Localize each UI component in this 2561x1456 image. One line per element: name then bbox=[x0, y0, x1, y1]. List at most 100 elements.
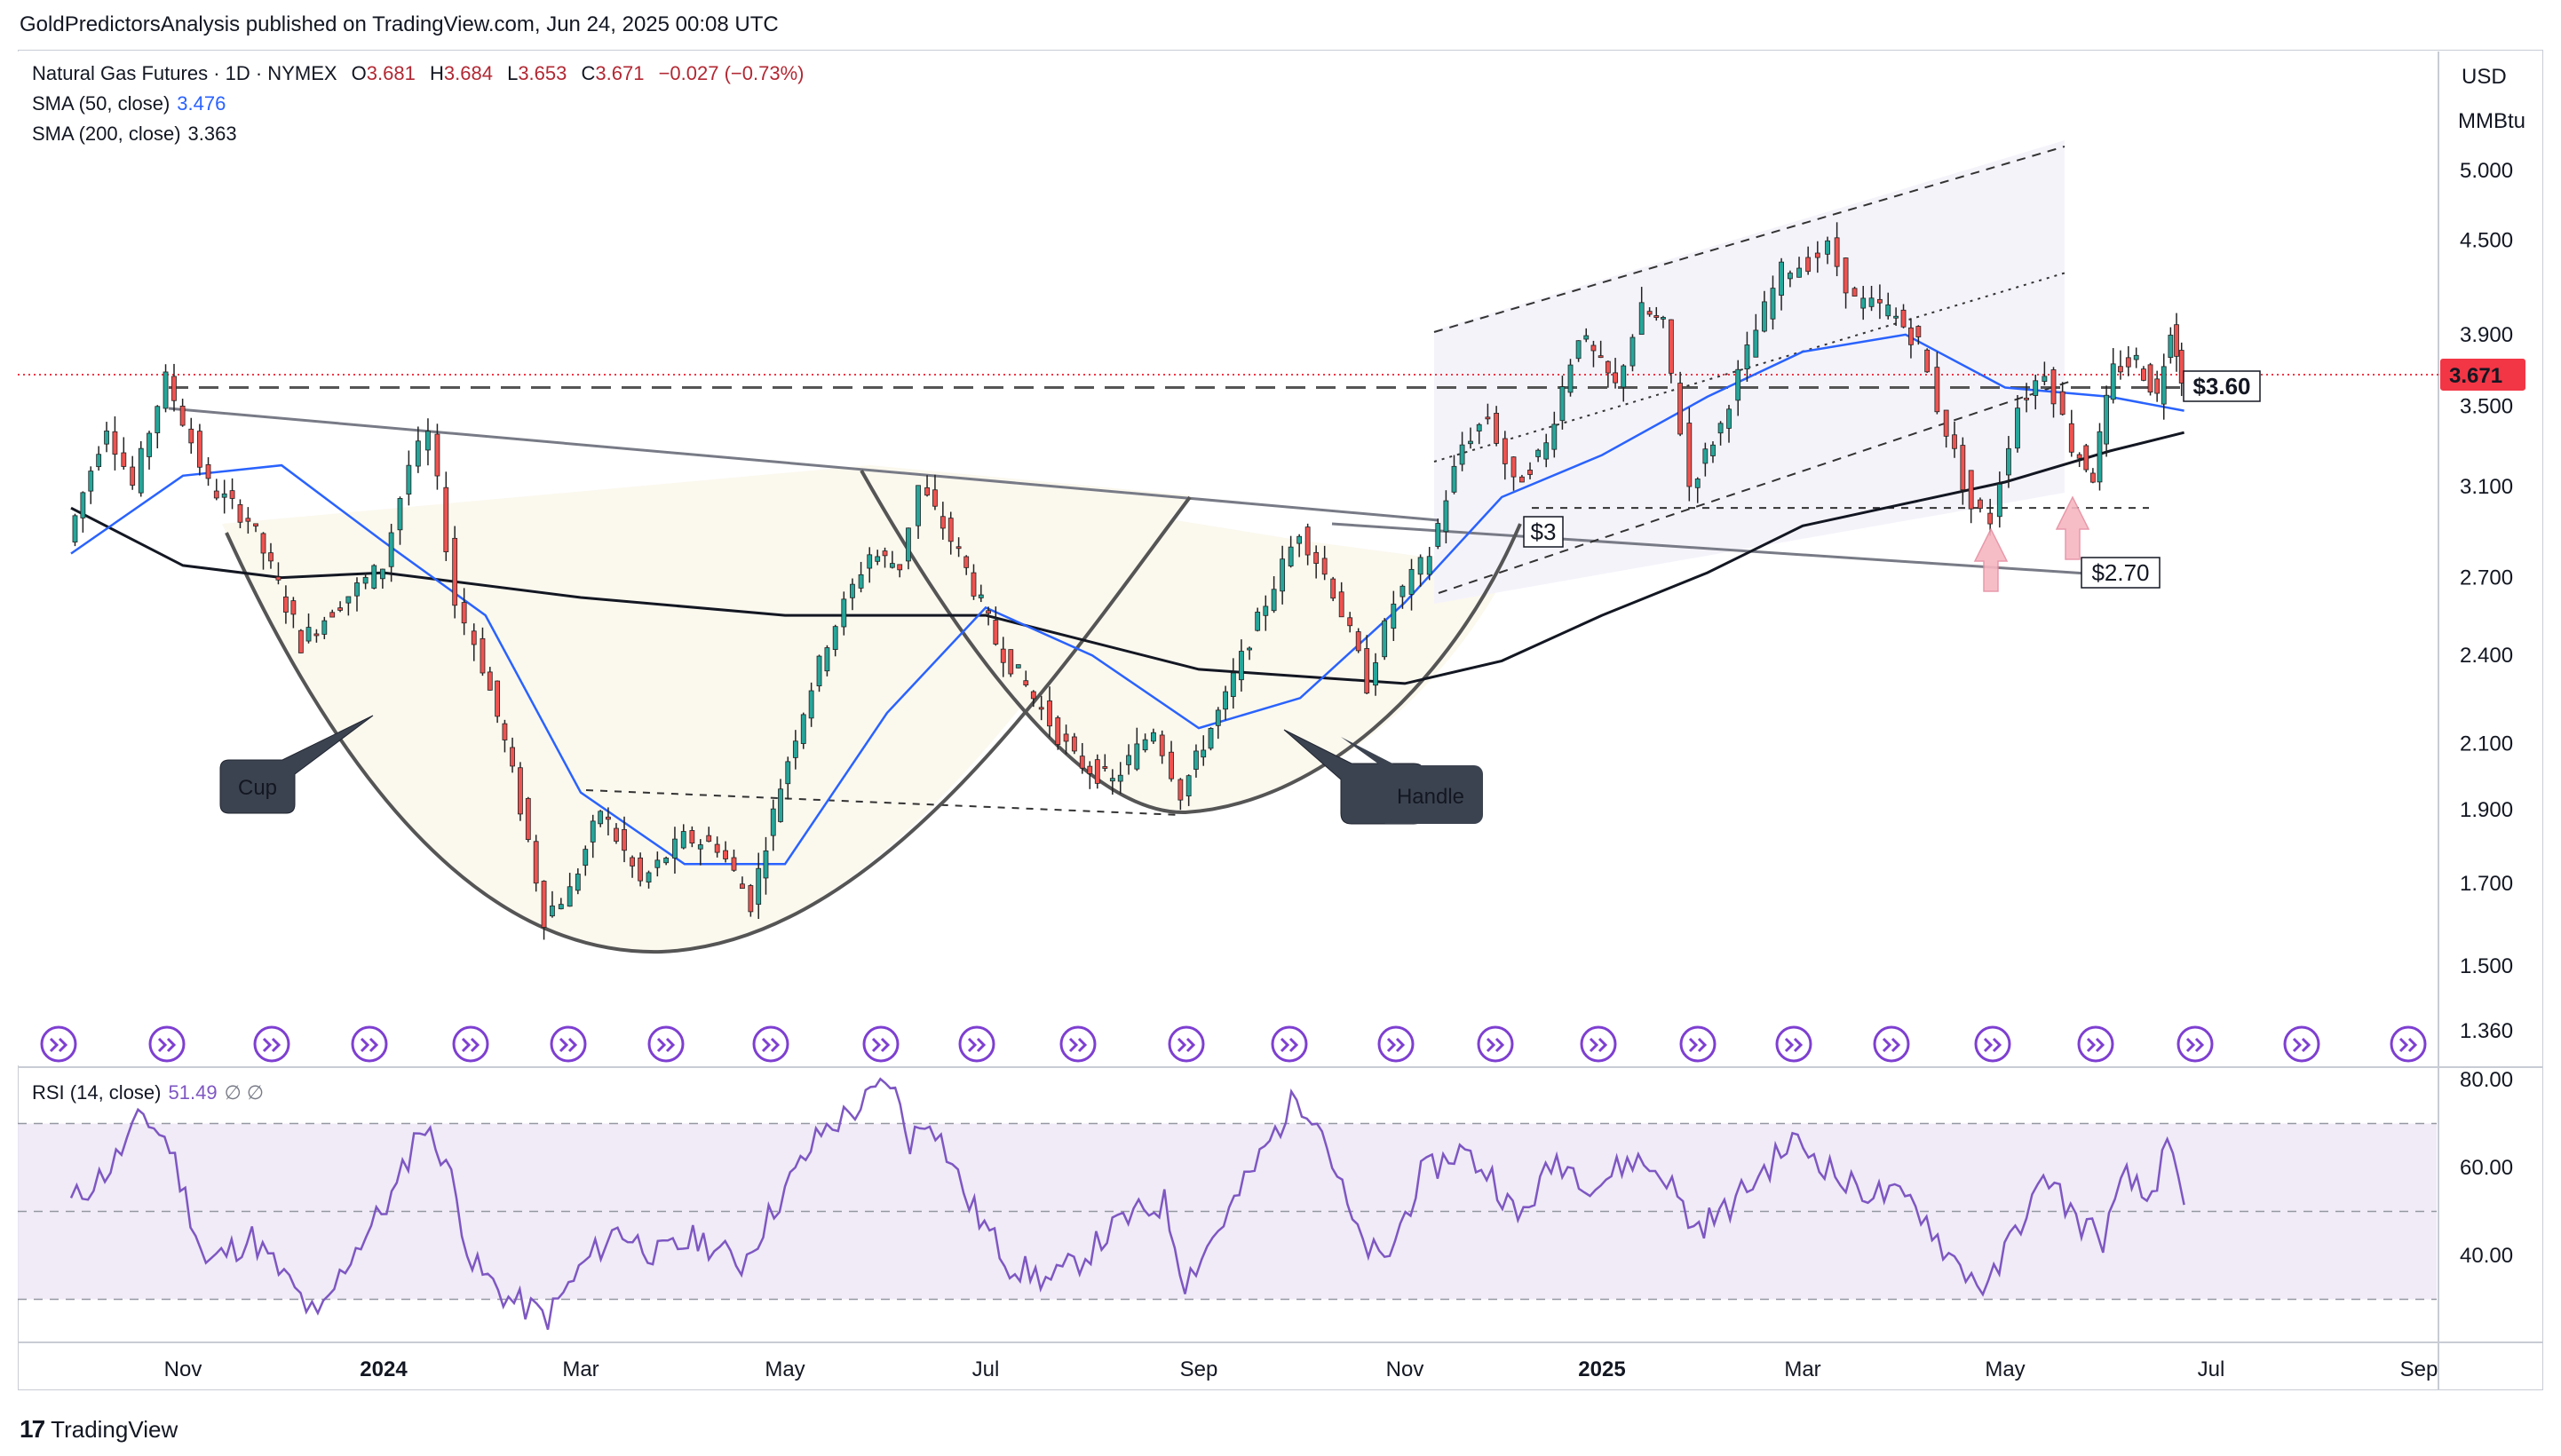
candle-body bbox=[1296, 535, 1303, 544]
candle-body bbox=[1391, 603, 1397, 629]
handle-callout-tail bbox=[1341, 737, 1403, 769]
high-value: 3.684 bbox=[443, 62, 493, 84]
candle-body bbox=[283, 596, 289, 613]
candle-body bbox=[940, 516, 946, 529]
event-chevron bbox=[1784, 1037, 1804, 1053]
candle-body bbox=[541, 881, 547, 928]
unit-label: MMBtu bbox=[2458, 109, 2525, 133]
candle-body bbox=[1686, 423, 1693, 487]
candle-body bbox=[1668, 319, 1674, 374]
event-chevron bbox=[360, 1037, 379, 1053]
candle-body bbox=[770, 808, 776, 836]
candle-body bbox=[2083, 445, 2089, 471]
candle-body bbox=[329, 612, 336, 618]
candle-body bbox=[1063, 733, 1069, 742]
channel-mid bbox=[1433, 271, 2070, 463]
candle-body bbox=[72, 515, 78, 542]
candle-body bbox=[763, 850, 769, 879]
candle-body bbox=[275, 576, 281, 581]
tradingview-logo[interactable]: 17 TradingView bbox=[20, 1415, 178, 1444]
candle-body bbox=[2006, 447, 2011, 476]
candle-body bbox=[290, 600, 297, 615]
candle-body bbox=[841, 598, 847, 628]
candle-body bbox=[354, 582, 360, 597]
candle-body bbox=[906, 527, 911, 562]
rsi-value: 51.49 bbox=[168, 1081, 218, 1104]
candle-body bbox=[502, 723, 508, 740]
candle-body bbox=[452, 537, 458, 606]
event-circle bbox=[2390, 1025, 2427, 1063]
candle-body bbox=[205, 463, 211, 479]
candle-body bbox=[1502, 438, 1508, 464]
candle-body bbox=[1735, 368, 1741, 401]
candle-body bbox=[345, 596, 352, 604]
event-icon bbox=[958, 1025, 995, 1063]
candle-body bbox=[1263, 605, 1269, 616]
candle-body bbox=[1347, 617, 1353, 627]
event-icon bbox=[2077, 1025, 2114, 1063]
event-chevron bbox=[1688, 1037, 1708, 1053]
candle-body bbox=[1779, 261, 1784, 296]
event-chevron bbox=[1280, 1037, 1299, 1053]
candle-body bbox=[932, 489, 938, 507]
open-value: 3.681 bbox=[366, 62, 416, 84]
event-chevron bbox=[1486, 1037, 1505, 1053]
candle-body bbox=[1952, 434, 1957, 449]
level-270-label: $2.70 bbox=[2091, 559, 2149, 586]
candle-body bbox=[1900, 309, 1907, 328]
candle-body bbox=[1605, 360, 1611, 374]
event-icon bbox=[253, 1025, 290, 1063]
candle-body bbox=[1814, 252, 1820, 258]
candle-body bbox=[1000, 648, 1006, 663]
event-icon bbox=[647, 1025, 685, 1063]
sma50-value: 3.476 bbox=[177, 92, 226, 115]
candle-body bbox=[875, 556, 881, 562]
candle-body bbox=[850, 583, 855, 598]
last-price-badge bbox=[2440, 358, 2525, 391]
event-icon bbox=[1679, 1025, 1717, 1063]
candle-body bbox=[756, 867, 762, 905]
candle-body bbox=[104, 431, 109, 445]
sma200-label: SMA (200, close) bbox=[32, 123, 181, 145]
candle-body bbox=[1868, 297, 1875, 307]
candle-body bbox=[1559, 386, 1566, 422]
candle-body bbox=[1169, 751, 1174, 779]
candle-body bbox=[1338, 591, 1344, 618]
event-icon bbox=[40, 1025, 77, 1063]
event-icon bbox=[1477, 1025, 1514, 1063]
candle-body bbox=[897, 564, 903, 571]
event-circle bbox=[1679, 1025, 1717, 1063]
event-chevron bbox=[871, 1037, 891, 1053]
candle-body bbox=[147, 432, 152, 457]
candle-body bbox=[1661, 317, 1666, 320]
candle-body bbox=[415, 440, 421, 467]
candle-body bbox=[337, 607, 343, 611]
candle-body bbox=[121, 452, 127, 467]
candle-body bbox=[1598, 355, 1604, 359]
event-chevron bbox=[559, 1037, 578, 1053]
candle-body bbox=[155, 406, 161, 433]
candle-body bbox=[575, 874, 581, 891]
event-icon bbox=[862, 1025, 900, 1063]
candle-body bbox=[740, 883, 745, 890]
candle-body bbox=[1494, 413, 1500, 444]
time-tick: Jul bbox=[972, 1357, 1000, 1381]
candle-body bbox=[1646, 311, 1653, 315]
channel-upper bbox=[1433, 146, 2065, 333]
event-chevron bbox=[761, 1037, 781, 1053]
candle-body bbox=[213, 490, 219, 499]
candle-body bbox=[1159, 734, 1165, 756]
candle-body bbox=[188, 428, 194, 444]
price-tick: 1.700 bbox=[2460, 872, 2513, 896]
candle-body bbox=[697, 844, 703, 850]
candle-body bbox=[371, 565, 377, 589]
candle-body bbox=[1408, 568, 1415, 595]
candle-body bbox=[2125, 357, 2131, 368]
candle-body bbox=[1770, 288, 1776, 320]
time-tick: May bbox=[1985, 1357, 2025, 1381]
price-tick: 5.000 bbox=[2460, 159, 2513, 183]
candle-body bbox=[1087, 765, 1093, 774]
level-360-label: $3.60 bbox=[2192, 373, 2250, 400]
event-circle bbox=[958, 1025, 995, 1063]
